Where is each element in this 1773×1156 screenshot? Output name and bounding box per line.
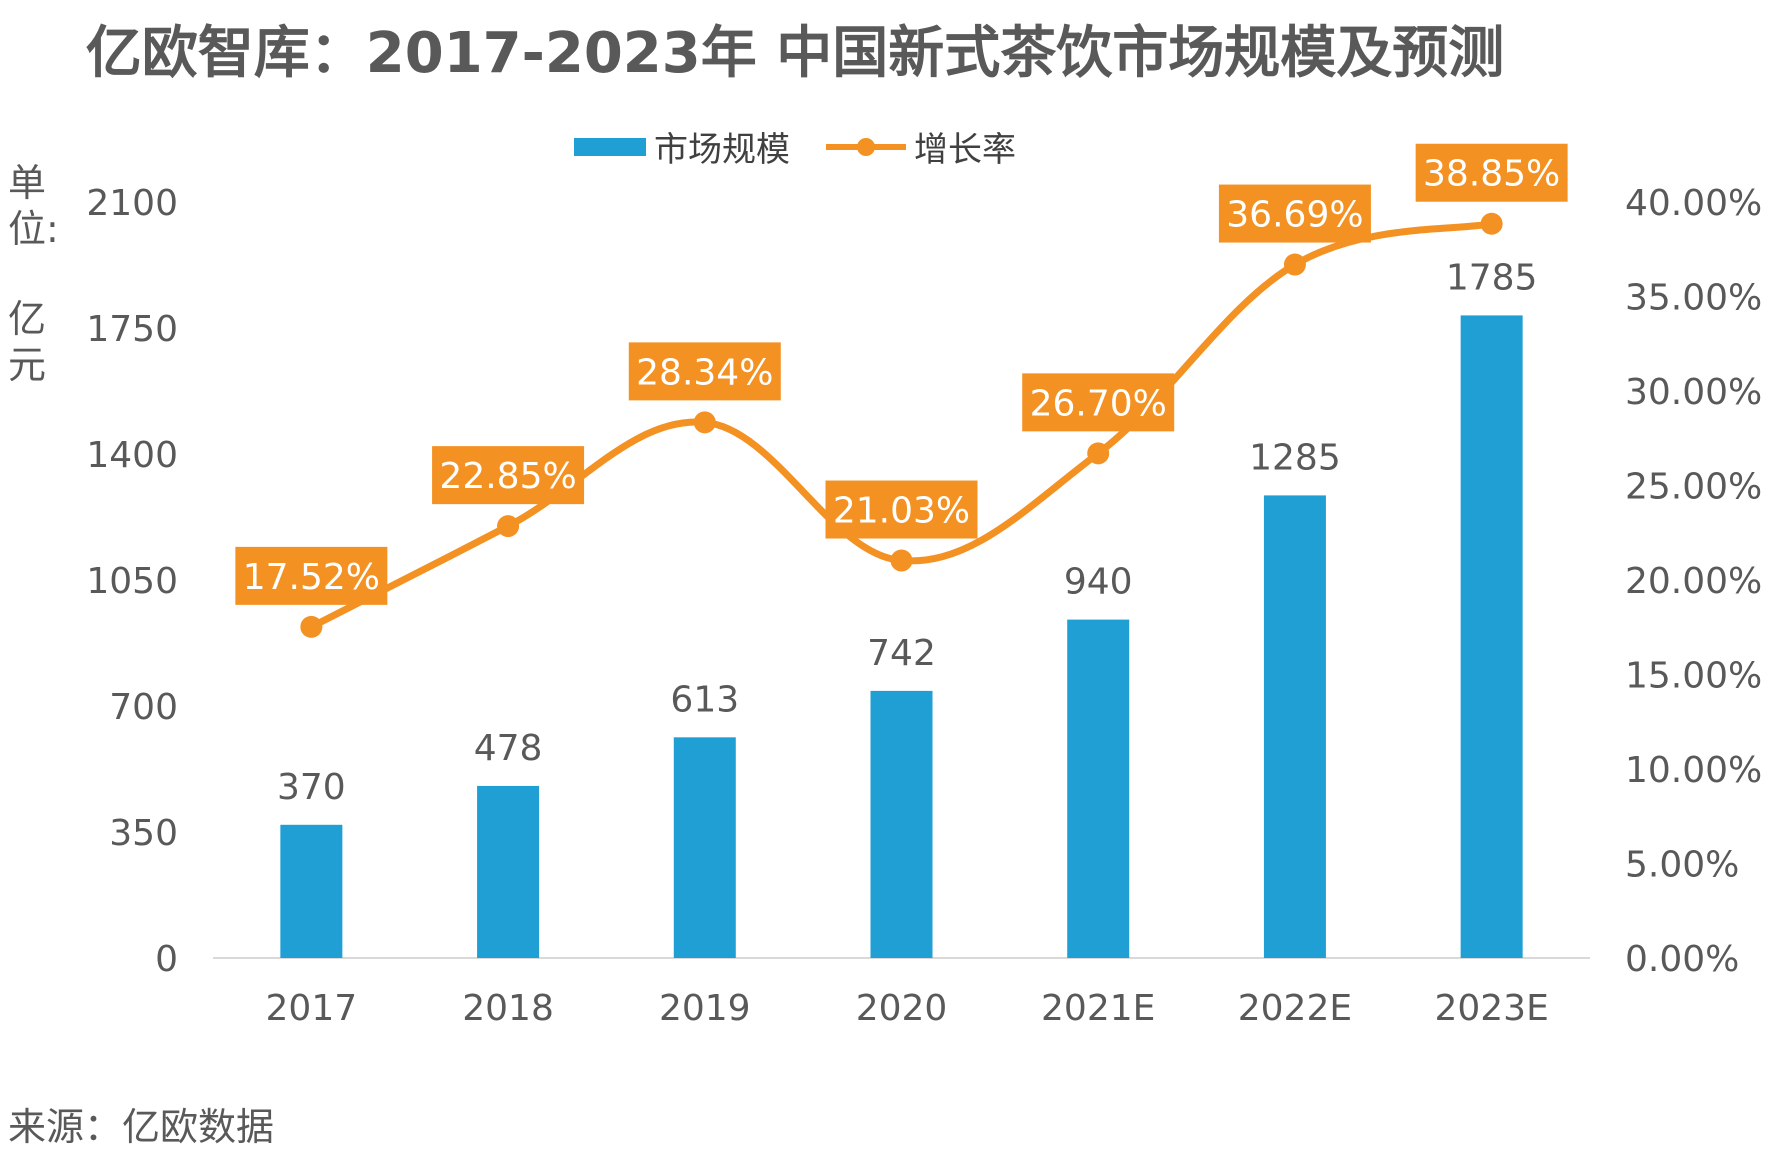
unit-label-1: 单 <box>8 161 47 205</box>
legend-label-market-size: 市场规模 <box>654 130 790 170</box>
x-tick-label: 2017 <box>266 988 358 1029</box>
growth-rate-label: 38.85% <box>1423 154 1560 195</box>
y-left-tick-label: 1750 <box>86 309 178 350</box>
bar-value-label: 940 <box>1064 562 1133 603</box>
growth-rate-label: 17.52% <box>243 557 380 598</box>
legend-item-growth-rate: 增长率 <box>826 122 1016 171</box>
bar-value-label: 1785 <box>1446 257 1538 298</box>
growth-rate-point <box>890 549 913 572</box>
bar-market-size <box>673 737 736 958</box>
growth-rate-label-box <box>1022 373 1175 432</box>
unit-label-3: 亿 <box>8 297 47 341</box>
legend-bar-swatch <box>574 137 646 156</box>
growth-rate-point <box>1480 212 1503 235</box>
y-right-tick-label: 30.00% <box>1625 372 1762 413</box>
bar-value-label: 478 <box>474 728 543 769</box>
x-tick-label: 2020 <box>856 988 948 1029</box>
y-right-tick-label: 10.00% <box>1625 750 1762 791</box>
y-left-tick-label: 1050 <box>86 561 178 602</box>
bar-market-size <box>870 690 933 958</box>
bar-value-label: 370 <box>277 767 346 808</box>
growth-rate-label: 21.03% <box>833 491 970 532</box>
growth-rate-point <box>497 515 520 538</box>
bar-value-label: 613 <box>670 679 739 720</box>
growth-rate-label: 26.70% <box>1030 383 1167 424</box>
unit-label-4: 元 <box>8 343 47 387</box>
y-left-tick-label: 700 <box>109 687 178 728</box>
growth-rate-label: 28.34% <box>636 352 773 393</box>
growth-rate-label-box <box>1415 143 1568 202</box>
bar-market-size <box>1263 495 1326 958</box>
x-tick-label: 2021E <box>1041 988 1155 1029</box>
growth-rate-point <box>300 615 323 638</box>
bar-market-size <box>280 824 343 958</box>
y-right-tick-label: 35.00% <box>1625 278 1762 319</box>
legend-item-market-size: 市场规模 <box>574 122 790 171</box>
x-tick-label: 2022E <box>1238 988 1352 1029</box>
x-tick-label: 2023E <box>1434 988 1548 1029</box>
growth-rate-label-box <box>235 546 388 605</box>
y-right-tick-label: 20.00% <box>1625 561 1762 602</box>
growth-rate-label: 22.85% <box>439 456 576 497</box>
legend: 市场规模 增长率 <box>0 122 1590 171</box>
x-tick-label: 2019 <box>659 988 751 1029</box>
y-right-tick-label: 0.00% <box>1625 939 1739 980</box>
y-left-tick-label: 2100 <box>86 183 178 224</box>
source-note: 来源：亿欧数据 <box>8 1105 275 1149</box>
growth-rate-point <box>1283 253 1306 276</box>
y-right-tick-label: 25.00% <box>1625 467 1762 508</box>
unit-label-2: 位: <box>8 207 59 251</box>
growth-rate-point <box>1087 442 1110 465</box>
y-left-tick-label: 0 <box>155 939 178 980</box>
bar-value-label: 1285 <box>1249 437 1341 478</box>
growth-rate-point <box>693 411 716 434</box>
bar-market-size <box>1067 619 1130 958</box>
bar-market-size <box>477 785 540 958</box>
y-right-tick-label: 40.00% <box>1625 183 1762 224</box>
y-right-tick-label: 15.00% <box>1625 656 1762 697</box>
y-right-tick-label: 5.00% <box>1625 845 1739 886</box>
growth-rate-label-box <box>628 342 781 401</box>
growth-rate-label-box <box>1218 184 1371 243</box>
growth-rate-label-box <box>825 480 978 539</box>
bar-market-size <box>1460 315 1523 958</box>
chart-title: 亿欧智库：2017-2023年 中国新式茶饮市场规模及预测 <box>85 21 1505 86</box>
legend-label-growth-rate: 增长率 <box>914 130 1016 170</box>
x-tick-label: 2018 <box>462 988 554 1029</box>
y-left-tick-label: 350 <box>109 813 178 854</box>
growth-rate-label-box <box>432 446 585 505</box>
y-left-tick-label: 1400 <box>86 435 178 476</box>
bar-value-label: 742 <box>867 633 936 674</box>
legend-line-swatch <box>826 137 906 156</box>
growth-rate-label: 36.69% <box>1226 195 1363 236</box>
